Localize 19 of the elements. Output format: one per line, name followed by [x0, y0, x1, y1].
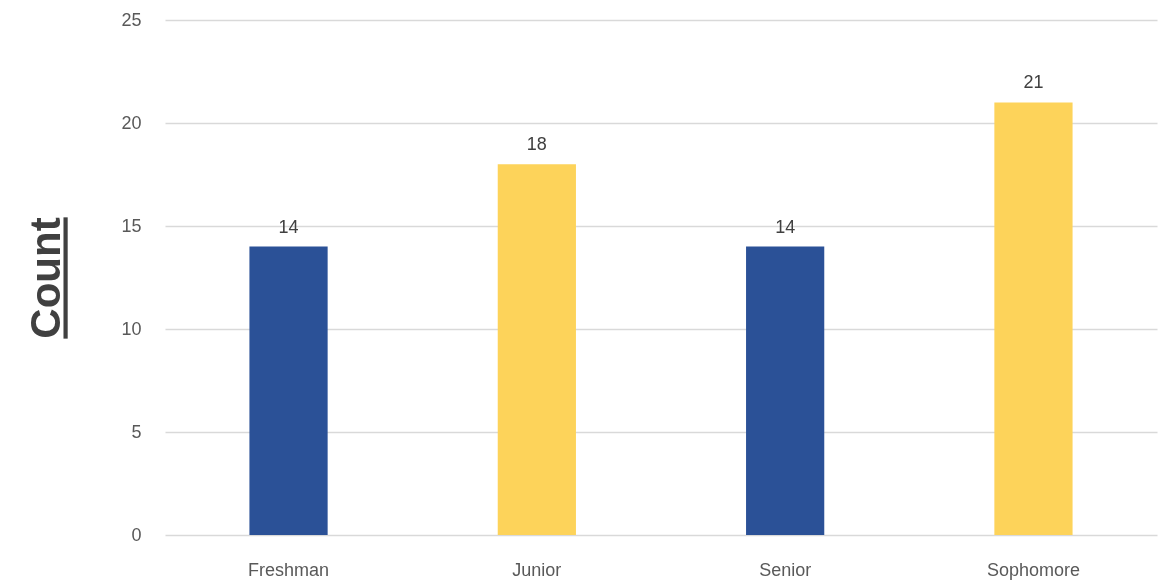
- y-tick-label: 25: [121, 9, 142, 30]
- y-tick-label: 0: [131, 524, 142, 545]
- x-tick-label: Junior: [512, 559, 562, 580]
- y-tick-label: 15: [121, 215, 142, 236]
- x-tick-label: Sophomore: [986, 559, 1080, 580]
- data-label: 18: [526, 134, 547, 155]
- bar: [746, 246, 825, 535]
- data-label: 14: [775, 216, 796, 237]
- y-axis-title: Count: [22, 217, 70, 339]
- data-label: 14: [278, 216, 299, 237]
- y-tick-label: 20: [121, 112, 142, 133]
- bar: [497, 164, 576, 535]
- y-tick-label: 10: [121, 318, 142, 339]
- bar: [249, 246, 328, 535]
- data-label: 21: [1023, 72, 1044, 93]
- bar: [994, 102, 1073, 535]
- x-tick-label: Senior: [759, 559, 812, 580]
- y-tick-label: 5: [131, 421, 142, 442]
- x-tick-label: Freshman: [248, 559, 330, 580]
